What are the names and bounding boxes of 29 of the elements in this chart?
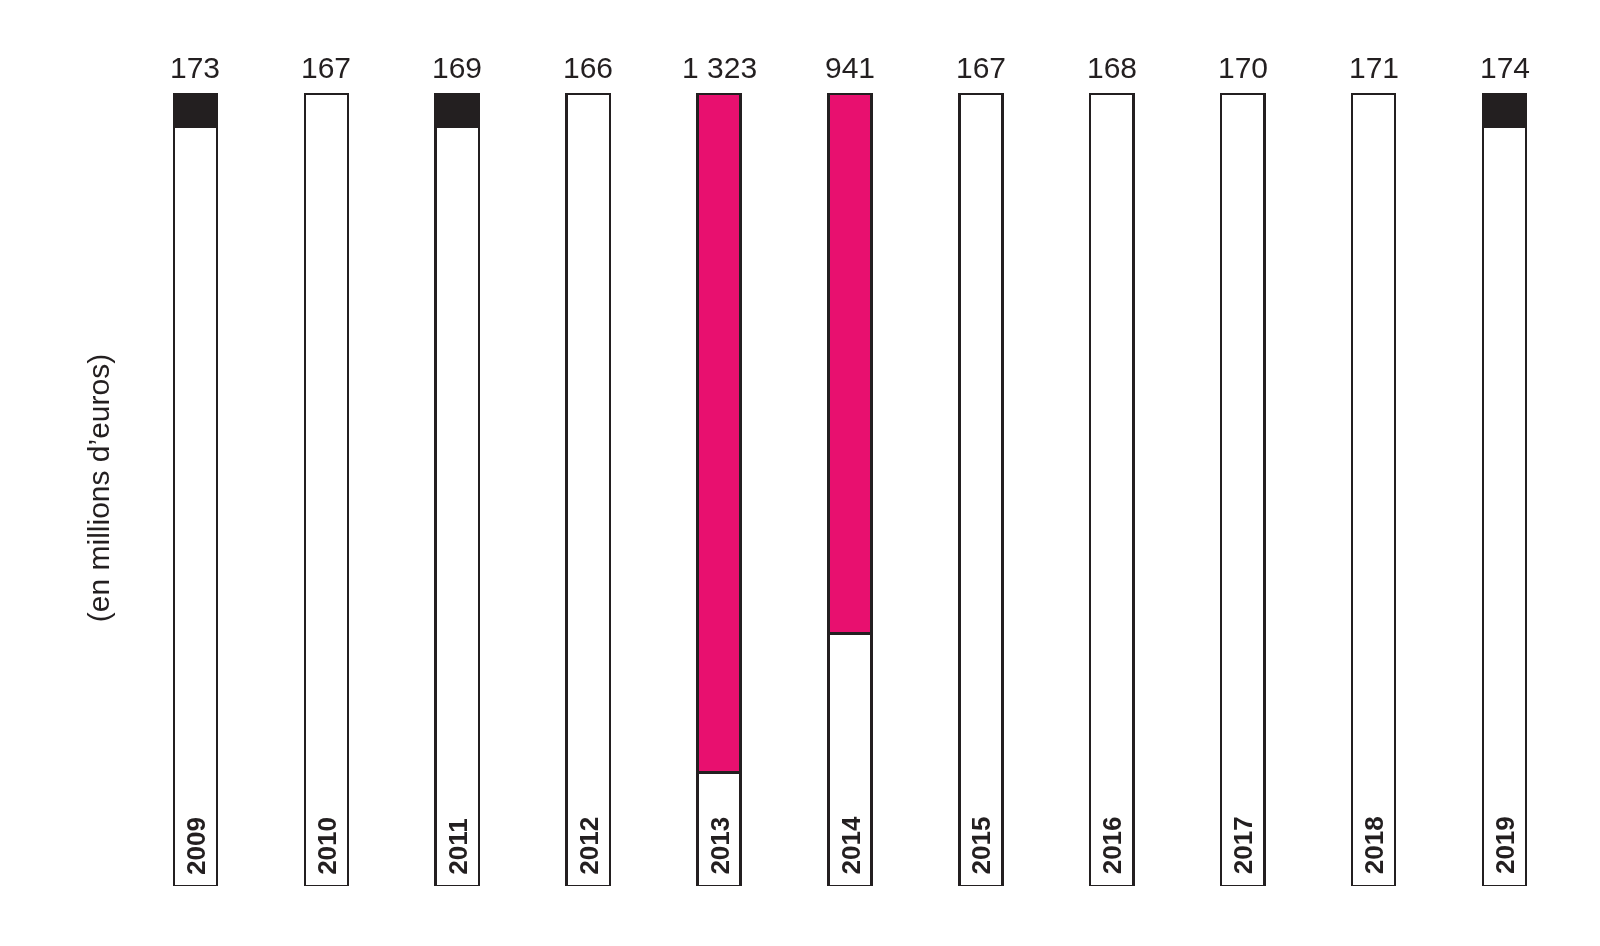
text: 941 <box>825 51 876 84</box>
text: 167 <box>301 51 352 84</box>
x-tick-label: 2009 <box>180 817 211 875</box>
x-tick-label: 2011 <box>442 818 473 875</box>
text: 169 <box>432 51 483 84</box>
bar <box>303 92 350 886</box>
x-tick-label: 2014 <box>835 816 866 875</box>
text: 174 <box>1480 51 1531 84</box>
x-tick-label: 2016 <box>1097 816 1128 875</box>
x-tick-label: 2018 <box>1359 816 1390 875</box>
x-tick-label: 2019 <box>1490 816 1521 875</box>
x-tick-label: 2012 <box>573 816 604 875</box>
x-tick-label: 2017 <box>1228 816 1259 875</box>
bar <box>958 92 1004 886</box>
bar <box>565 92 612 886</box>
text: 168 <box>1087 51 1138 84</box>
x-tick-label: 2015 <box>966 816 997 875</box>
text: 170 <box>1218 51 1269 84</box>
y-axis-title: (en millions d’euros) <box>82 353 115 623</box>
x-tick-label: 2010 <box>311 817 342 875</box>
bar <box>1088 92 1135 886</box>
bar <box>1350 92 1397 886</box>
bar <box>1219 92 1266 886</box>
x-tick-label: 2013 <box>704 816 735 875</box>
text: 1 323 <box>682 51 758 84</box>
text: 167 <box>956 51 1007 84</box>
text: 173 <box>170 51 221 84</box>
text: 171 <box>1349 51 1400 84</box>
text: 166 <box>563 51 614 84</box>
